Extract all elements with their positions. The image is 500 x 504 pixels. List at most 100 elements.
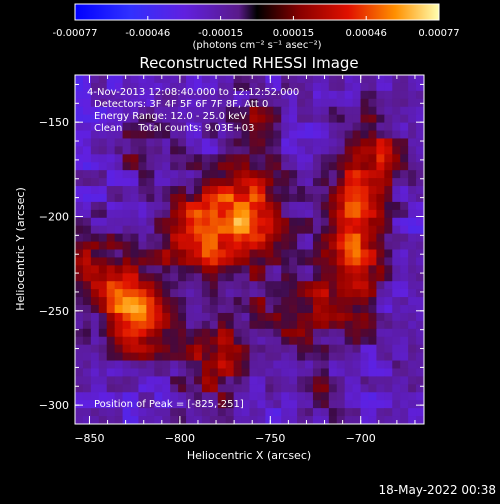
heatmap-cell xyxy=(360,178,370,187)
heatmap-cell xyxy=(376,138,385,147)
heatmap-cell xyxy=(138,281,147,290)
heatmap-cell xyxy=(170,146,179,155)
heatmap-cell xyxy=(233,305,243,314)
heatmap-cell xyxy=(416,162,424,171)
heatmap-cell xyxy=(114,368,124,378)
heatmap-cell xyxy=(297,138,306,147)
heatmap-cell xyxy=(297,241,306,251)
heatmap-cell xyxy=(241,130,251,140)
heatmap-cell xyxy=(344,368,354,378)
heatmap-cell xyxy=(75,352,84,362)
heatmap-cell xyxy=(408,201,417,211)
heatmap-cell xyxy=(217,146,227,155)
heatmap-cell xyxy=(305,352,314,362)
heatmap-cell xyxy=(408,352,417,362)
colorbar-tick-label: -0.00015 xyxy=(198,28,243,39)
heatmap-cell xyxy=(336,249,346,259)
heatmap-cell xyxy=(289,249,298,259)
heatmap-cell xyxy=(146,257,155,266)
heatmap-cell xyxy=(178,249,187,259)
heatmap-cell xyxy=(233,368,243,378)
heatmap-cell xyxy=(352,241,362,251)
heatmap-cell xyxy=(106,75,116,84)
heatmap-cell xyxy=(90,122,100,132)
heatmap-cell xyxy=(122,297,132,306)
heatmap-cell xyxy=(75,122,84,132)
heatmap-cell xyxy=(178,400,187,409)
heatmap-cell xyxy=(281,360,290,370)
heatmap-cell xyxy=(186,162,195,171)
heatmap-cell xyxy=(90,257,100,266)
heatmap-cell xyxy=(392,90,401,100)
heatmap-cell xyxy=(75,193,84,203)
heatmap-cell xyxy=(360,305,370,314)
heatmap-cell xyxy=(209,328,219,338)
heatmap-cell xyxy=(106,312,116,322)
heatmap-cell xyxy=(336,376,346,385)
heatmap-cell xyxy=(241,376,251,385)
heatmap-cell xyxy=(368,265,378,274)
heatmap-cell xyxy=(186,281,195,290)
heatmap-cell xyxy=(178,305,187,314)
heatmap-cell xyxy=(408,305,417,314)
heatmap-cell xyxy=(344,98,354,108)
heatmap-cell xyxy=(122,170,132,179)
heatmap-cell xyxy=(170,392,179,401)
heatmap-cell xyxy=(90,201,100,211)
heatmap-cell xyxy=(233,241,243,251)
heatmap-cell xyxy=(75,416,84,424)
heatmap-cell xyxy=(90,209,100,219)
heatmap-cell xyxy=(297,352,306,362)
heatmap-cell xyxy=(178,154,187,163)
heatmap-cell xyxy=(162,368,171,378)
heatmap-cell xyxy=(336,233,346,243)
heatmap-cell xyxy=(249,209,259,219)
heatmap-cell xyxy=(265,281,274,290)
heatmap-cell xyxy=(98,241,108,251)
heatmap-cell xyxy=(106,146,116,155)
heatmap-cell xyxy=(201,122,211,132)
heatmap-cell xyxy=(178,281,187,290)
heatmap-cell xyxy=(297,106,306,116)
heatmap-cell xyxy=(201,416,211,424)
heatmap-cell xyxy=(368,312,378,322)
heatmap-cell xyxy=(336,241,346,251)
heatmap-cell xyxy=(297,130,306,140)
heatmap-cell xyxy=(217,249,227,259)
heatmap-cell xyxy=(146,146,155,155)
heatmap-cell xyxy=(408,297,417,306)
heatmap-cell xyxy=(193,82,203,92)
heatmap-cell xyxy=(162,360,171,370)
heatmap-cell xyxy=(178,186,187,195)
heatmap-cell xyxy=(408,249,417,259)
heatmap-cell xyxy=(138,154,147,163)
heatmap-cell xyxy=(170,249,179,259)
heatmap-cell xyxy=(209,82,219,92)
heatmap-cell xyxy=(360,193,370,203)
heatmap-cell xyxy=(312,360,322,370)
heatmap-cell xyxy=(328,241,338,251)
heatmap-cell xyxy=(392,408,401,417)
plot-frame xyxy=(74,74,425,425)
heatmap-cell xyxy=(368,98,378,108)
heatmap-cell xyxy=(146,122,155,132)
heatmap-cell xyxy=(400,416,409,424)
heatmap-cell xyxy=(90,154,100,163)
heatmap-cell xyxy=(186,289,195,298)
heatmap-cell xyxy=(114,305,124,314)
footer-timestamp: 18-May-2022 00:38 xyxy=(379,483,496,497)
heatmap-cell xyxy=(344,138,354,147)
heatmap-cell xyxy=(273,368,282,378)
heatmap-cell xyxy=(265,75,274,84)
heatmap-cell xyxy=(75,265,84,274)
heatmap-cell xyxy=(122,265,132,274)
heatmap-cell xyxy=(384,416,393,424)
heatmap-cell xyxy=(376,82,385,92)
heatmap-cell xyxy=(408,186,417,195)
heatmap-cell xyxy=(146,400,155,409)
heatmap-cell xyxy=(265,368,274,378)
heatmap-cell xyxy=(178,233,187,243)
heatmap-cell xyxy=(122,305,132,314)
heatmap-cell xyxy=(186,257,195,266)
heatmap-cell xyxy=(265,241,274,251)
